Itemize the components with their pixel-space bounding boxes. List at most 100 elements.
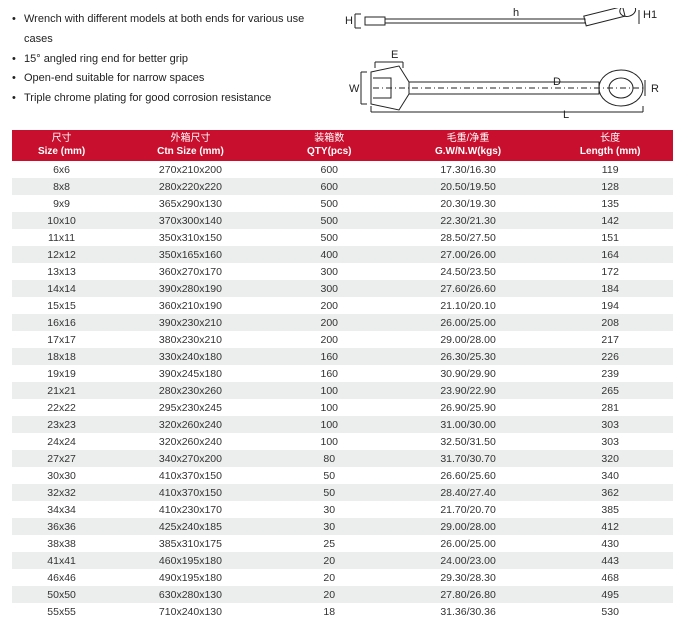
table-cell: 100	[270, 433, 389, 450]
table-row: 22x22295x230x24510026.90/25.90281	[12, 399, 673, 416]
table-cell: 46x46	[12, 569, 111, 586]
table-row: 21x21280x230x26010023.90/22.90265	[12, 382, 673, 399]
table-cell: 320	[547, 450, 673, 467]
table-cell: 22x22	[12, 399, 111, 416]
table-cell: 350x310x150	[111, 229, 270, 246]
table-row: 46x46490x195x1802029.30/28.30468	[12, 569, 673, 586]
bullet-item: Triple chrome plating for good corrosion…	[12, 89, 312, 109]
table-cell: 300	[270, 263, 389, 280]
label-L: L	[563, 109, 569, 120]
table-cell: 27x27	[12, 450, 111, 467]
table-cell: 32x32	[12, 484, 111, 501]
table-cell: 26.00/25.00	[389, 314, 548, 331]
table-cell: 28.50/27.50	[389, 229, 548, 246]
table-cell: 495	[547, 586, 673, 603]
col-header: 尺寸Size (mm)	[12, 130, 111, 161]
table-cell: 23.90/22.90	[389, 382, 548, 399]
col-header-en: Length (mm)	[551, 146, 669, 159]
table-cell: 20	[270, 569, 389, 586]
table-cell: 468	[547, 569, 673, 586]
label-D: D	[553, 76, 561, 88]
top-section: Wrench with different models at both end…	[12, 8, 673, 120]
table-cell: 17.30/16.30	[389, 161, 548, 178]
col-header-en: Ctn Size (mm)	[115, 146, 266, 159]
table-cell: 142	[547, 212, 673, 229]
table-cell: 10x10	[12, 212, 111, 229]
table-cell: 26.00/25.00	[389, 535, 548, 552]
table-cell: 128	[547, 178, 673, 195]
table-cell: 28.40/27.40	[389, 484, 548, 501]
table-cell: 50x50	[12, 586, 111, 603]
table-cell: 360x270x170	[111, 263, 270, 280]
table-cell: 530	[547, 603, 673, 620]
table-cell: 280x220x220	[111, 178, 270, 195]
bullet-list: Wrench with different models at both end…	[12, 10, 312, 109]
table-cell: 365x290x130	[111, 195, 270, 212]
table-row: 10x10370x300x14050022.30/21.30142	[12, 212, 673, 229]
table-cell: 320x260x240	[111, 416, 270, 433]
label-H: H	[345, 15, 353, 27]
table-cell: 26.30/25.30	[389, 348, 548, 365]
table-cell: 20	[270, 586, 389, 603]
table-cell: 172	[547, 263, 673, 280]
table-cell: 13x13	[12, 263, 111, 280]
table-cell: 29.30/28.30	[389, 569, 548, 586]
table-row: 30x30410x370x1505026.60/25.60340	[12, 467, 673, 484]
table-cell: 31.36/30.36	[389, 603, 548, 620]
table-cell: 24x24	[12, 433, 111, 450]
table-cell: 443	[547, 552, 673, 569]
table-cell: 50	[270, 484, 389, 501]
table-cell: 6x6	[12, 161, 111, 178]
table-cell: 265	[547, 382, 673, 399]
table-cell: 390x280x190	[111, 280, 270, 297]
table-cell: 20.30/19.30	[389, 195, 548, 212]
table-cell: 400	[270, 246, 389, 263]
table-cell: 490x195x180	[111, 569, 270, 586]
table-cell: 100	[270, 399, 389, 416]
table-cell: 385	[547, 501, 673, 518]
table-cell: 151	[547, 229, 673, 246]
table-cell: 340x270x200	[111, 450, 270, 467]
table-cell: 27.80/26.80	[389, 586, 548, 603]
diagram-top-view: E W D R L	[343, 48, 663, 120]
bullet-item: Wrench with different models at both end…	[12, 10, 312, 50]
table-cell: 303	[547, 416, 673, 433]
table-cell: 29.00/28.00	[389, 331, 548, 348]
col-header-cn: 长度	[551, 133, 669, 146]
table-cell: 239	[547, 365, 673, 382]
table-cell: 226	[547, 348, 673, 365]
table-row: 15x15360x210x19020021.10/20.10194	[12, 297, 673, 314]
table-body: 6x6270x210x20060017.30/16.301198x8280x22…	[12, 161, 673, 620]
table-cell: 500	[270, 212, 389, 229]
table-cell: 300	[270, 280, 389, 297]
table-cell: 330x240x180	[111, 348, 270, 365]
spec-table: 尺寸Size (mm)外箱尺寸Ctn Size (mm)装箱数QTY(pcs)毛…	[12, 130, 673, 620]
table-row: 9x9365x290x13050020.30/19.30135	[12, 195, 673, 212]
label-H1: H1	[643, 9, 657, 21]
table-row: 8x8280x220x22060020.50/19.50128	[12, 178, 673, 195]
table-cell: 50	[270, 467, 389, 484]
table-cell: 29.00/28.00	[389, 518, 548, 535]
wrench-diagram: H h H1 E W	[332, 8, 673, 120]
table-row: 11x11350x310x15050028.50/27.50151	[12, 229, 673, 246]
col-header: 装箱数QTY(pcs)	[270, 130, 389, 161]
table-cell: 425x240x185	[111, 518, 270, 535]
table-cell: 208	[547, 314, 673, 331]
table-cell: 390x230x210	[111, 314, 270, 331]
table-cell: 362	[547, 484, 673, 501]
table-cell: 430	[547, 535, 673, 552]
table-cell: 320x260x240	[111, 433, 270, 450]
col-header-cn: 装箱数	[274, 133, 385, 146]
table-cell: 26.90/25.90	[389, 399, 548, 416]
table-row: 38x38385x310x1752526.00/25.00430	[12, 535, 673, 552]
diagram-side-view: H h H1	[343, 8, 663, 42]
table-row: 18x18330x240x18016026.30/25.30226	[12, 348, 673, 365]
table-row: 17x17380x230x21020029.00/28.00217	[12, 331, 673, 348]
table-cell: 23x23	[12, 416, 111, 433]
table-cell: 32.50/31.50	[389, 433, 548, 450]
table-row: 32x32410x370x1505028.40/27.40362	[12, 484, 673, 501]
col-header-cn: 毛重/净重	[393, 133, 544, 146]
col-header-en: Size (mm)	[16, 146, 107, 159]
table-cell: 30.90/29.90	[389, 365, 548, 382]
table-cell: 14x14	[12, 280, 111, 297]
